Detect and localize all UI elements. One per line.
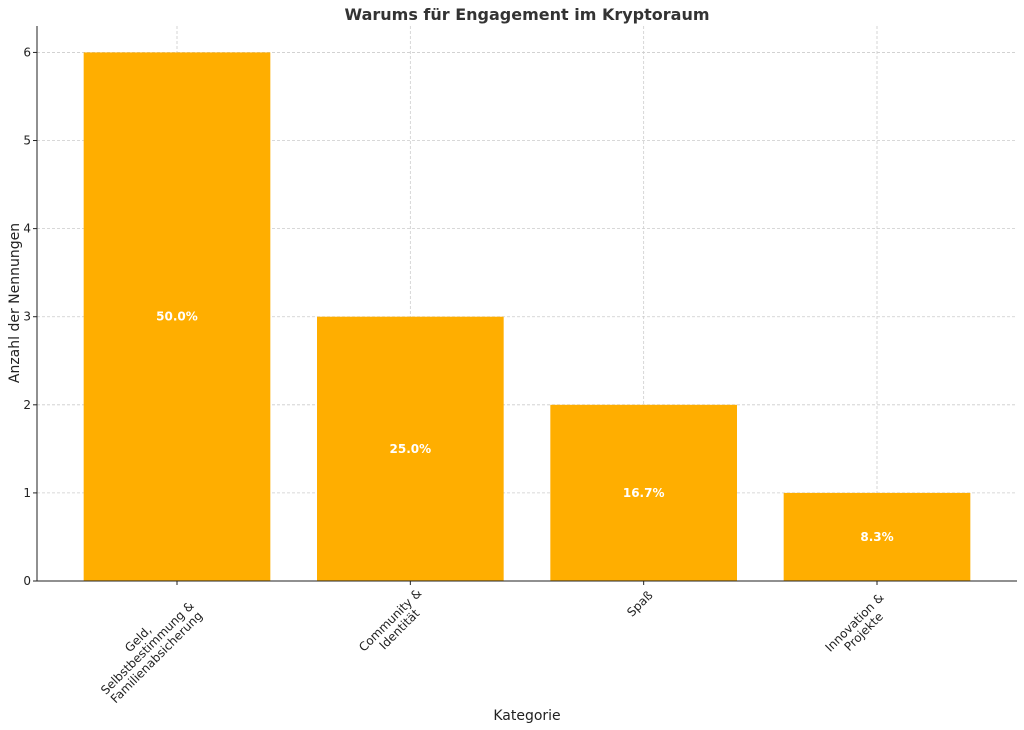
bars (83, 52, 971, 581)
x-axis-title: Kategorie (493, 708, 560, 724)
y-tick-label: 0 (23, 574, 31, 588)
bar (550, 404, 737, 581)
x-tick-label: Geld,Selbstbestimmung &Familienabsicheru… (89, 590, 206, 707)
bar-data-label: 50.0% (156, 310, 198, 324)
x-tick-label: Community &Identität (356, 586, 434, 664)
x-tick-label-text: Geld,Selbstbestimmung &Familienabsicheru… (89, 590, 206, 707)
y-tick-label: 5 (23, 134, 31, 148)
x-tick-label-text: Innovation &Projekte (822, 590, 895, 663)
bar-data-label: 16.7% (623, 486, 665, 500)
bar-data-label: 8.3% (860, 530, 893, 544)
x-tick-label-line: Familienabsicherung (108, 609, 205, 706)
y-tick-label: 3 (23, 310, 31, 324)
bar (783, 492, 971, 581)
x-tick-label: Spaß (624, 588, 656, 620)
x-ticks: Geld,Selbstbestimmung &Familienabsicheru… (89, 581, 895, 707)
bar-data-label: 25.0% (390, 442, 432, 456)
y-ticks: 0 1 2 3 4 5 6 (23, 45, 37, 588)
y-tick-label: 6 (23, 45, 31, 59)
x-tick-label-text: Community &Identität (356, 586, 434, 664)
bar (317, 316, 504, 581)
y-tick-label: 1 (23, 486, 31, 500)
x-tick-label-text: Spaß (624, 588, 656, 620)
x-tick-label-line: Spaß (624, 588, 656, 620)
y-tick-label: 4 (23, 222, 31, 236)
axes (36, 26, 1017, 582)
y-tick-label: 2 (23, 398, 31, 412)
x-tick-label: Innovation &Projekte (822, 590, 895, 663)
x-tick-label-line: Selbstbestimmung & (98, 599, 197, 698)
bar (83, 52, 271, 581)
y-axis-title: Anzahl der Nennungen (7, 223, 23, 383)
data-labels: 50.0% 25.0% 16.7% 8.3% (156, 310, 893, 544)
chart-title: Warums für Engagement im Kryptoraum (344, 5, 709, 24)
